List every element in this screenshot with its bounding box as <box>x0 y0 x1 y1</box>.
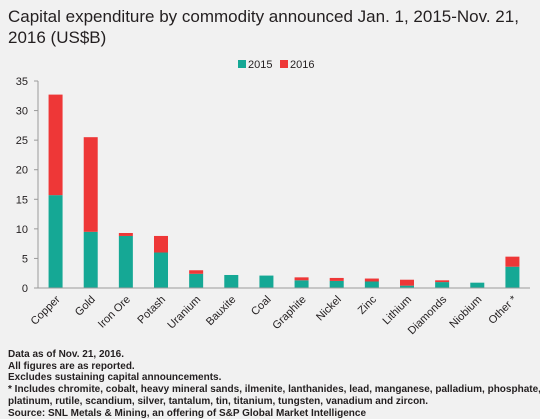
footnote-line: Source: SNL Metals & Mining, an offering… <box>8 407 367 419</box>
footnote-line: Excludes sustaining capital announcement… <box>8 372 222 384</box>
bar-2016-zinc <box>364 278 379 282</box>
footnote-line: * Includes chromite, cobalt, heavy miner… <box>8 384 540 396</box>
y-tick-label: 25 <box>16 135 28 147</box>
x-tick-label: Diamonds <box>406 293 450 337</box>
bar-2015-copper <box>48 195 63 288</box>
bar-2016-diamonds <box>435 280 450 283</box>
y-tick-label: 10 <box>16 224 28 236</box>
y-tick-label: 5 <box>22 253 28 265</box>
y-tick-label: 20 <box>16 165 28 177</box>
x-tick-label: Uranium <box>165 294 203 332</box>
chart-title: Capital expenditure by commodity announc… <box>8 7 519 47</box>
bar-2016-graphite <box>294 277 309 281</box>
bar-2015-nickel <box>329 280 344 288</box>
footnote-line: All figures are as reported. <box>8 360 135 372</box>
bar-2015-bauxite <box>224 274 239 288</box>
bar-2015-niobium <box>470 282 485 288</box>
bar-2015-diamonds <box>435 282 450 288</box>
footnote-line: platinum, rutile, scandium, silver, tant… <box>8 395 429 407</box>
x-tick-label: Graphite <box>270 294 308 332</box>
y-tick-label: 35 <box>16 76 28 88</box>
footnotes: Data as of Nov. 21, 2016. All figures ar… <box>8 349 540 419</box>
legend: 2015 2016 <box>238 59 314 71</box>
bar-2016-copper <box>48 94 63 196</box>
y-tick-label: 30 <box>16 106 28 118</box>
bars <box>48 94 520 288</box>
footnote-line: Data as of Nov. 21, 2016. <box>8 349 124 360</box>
bar-2016-gold <box>83 137 98 232</box>
y-tick-label: 0 <box>22 283 28 295</box>
x-tick-label: Zinc <box>356 293 380 317</box>
x-tick-label: Coal <box>249 294 273 318</box>
bar-2015-uranium <box>189 273 204 288</box>
bar-2015-iron-ore <box>118 235 133 288</box>
legend-label-2015: 2015 <box>248 59 272 71</box>
bar-2016-iron-ore <box>118 232 133 236</box>
legend-swatch-2016 <box>280 60 288 68</box>
bar-2015-other <box>505 266 520 288</box>
y-tick-label: 15 <box>16 194 28 206</box>
bar-2016-uranium <box>189 270 204 274</box>
bar-2016-nickel <box>329 277 344 281</box>
x-tick-label: Nickel <box>314 294 344 324</box>
bar-2015-zinc <box>364 281 379 288</box>
x-tick-label: Lithium <box>381 294 415 328</box>
bar-2015-lithium <box>400 285 414 288</box>
x-tick-label: Bauxite <box>204 294 238 328</box>
y-axis: 0 5 10 15 20 25 30 35 <box>16 76 39 295</box>
x-tick-label: Copper <box>29 293 63 327</box>
bar-2015-potash <box>154 252 168 288</box>
bar-2016-potash <box>154 235 168 253</box>
x-tick-label: Niobium <box>447 294 484 331</box>
x-tick-label: Other * <box>486 293 520 327</box>
legend-label-2016: 2016 <box>290 59 314 71</box>
bar-2015-gold <box>83 231 98 288</box>
x-tick-label: Iron Ore <box>96 294 133 331</box>
bar-2016-other <box>505 256 520 267</box>
bar-2015-graphite <box>294 280 309 288</box>
x-tick-label: Gold <box>73 294 98 319</box>
legend-swatch-2015 <box>238 60 246 68</box>
x-tick-label: Potash <box>135 294 168 327</box>
bar-2016-lithium <box>400 279 414 286</box>
bar-2015-coal <box>259 275 274 288</box>
